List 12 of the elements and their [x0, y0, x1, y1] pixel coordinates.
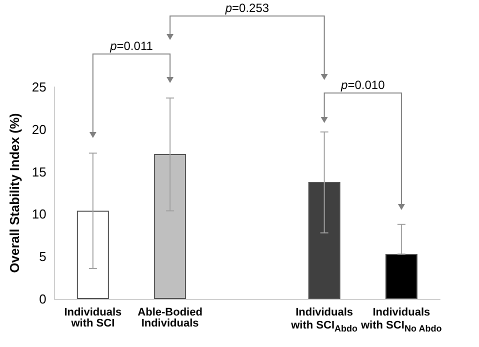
y-tick-label: 10 [32, 206, 46, 222]
y-tick-label: 20 [32, 122, 46, 137]
y-tick-label: 0 [39, 292, 46, 306]
y-tick-label: 5 [39, 249, 46, 264]
x-tick-label: Able-Bodied Individuals [138, 306, 202, 330]
y-axis-title: Overall Stability Index (%) [7, 113, 22, 273]
annotation: p=0.010 [340, 78, 386, 92]
y-tick-label: 15 [32, 164, 46, 180]
x-tick-label: Individuals with SCI [64, 306, 122, 330]
text: p=0.011 [109, 39, 154, 53]
text: p=0.253 [224, 1, 270, 15]
y-tick-label: 25 [32, 80, 46, 94]
